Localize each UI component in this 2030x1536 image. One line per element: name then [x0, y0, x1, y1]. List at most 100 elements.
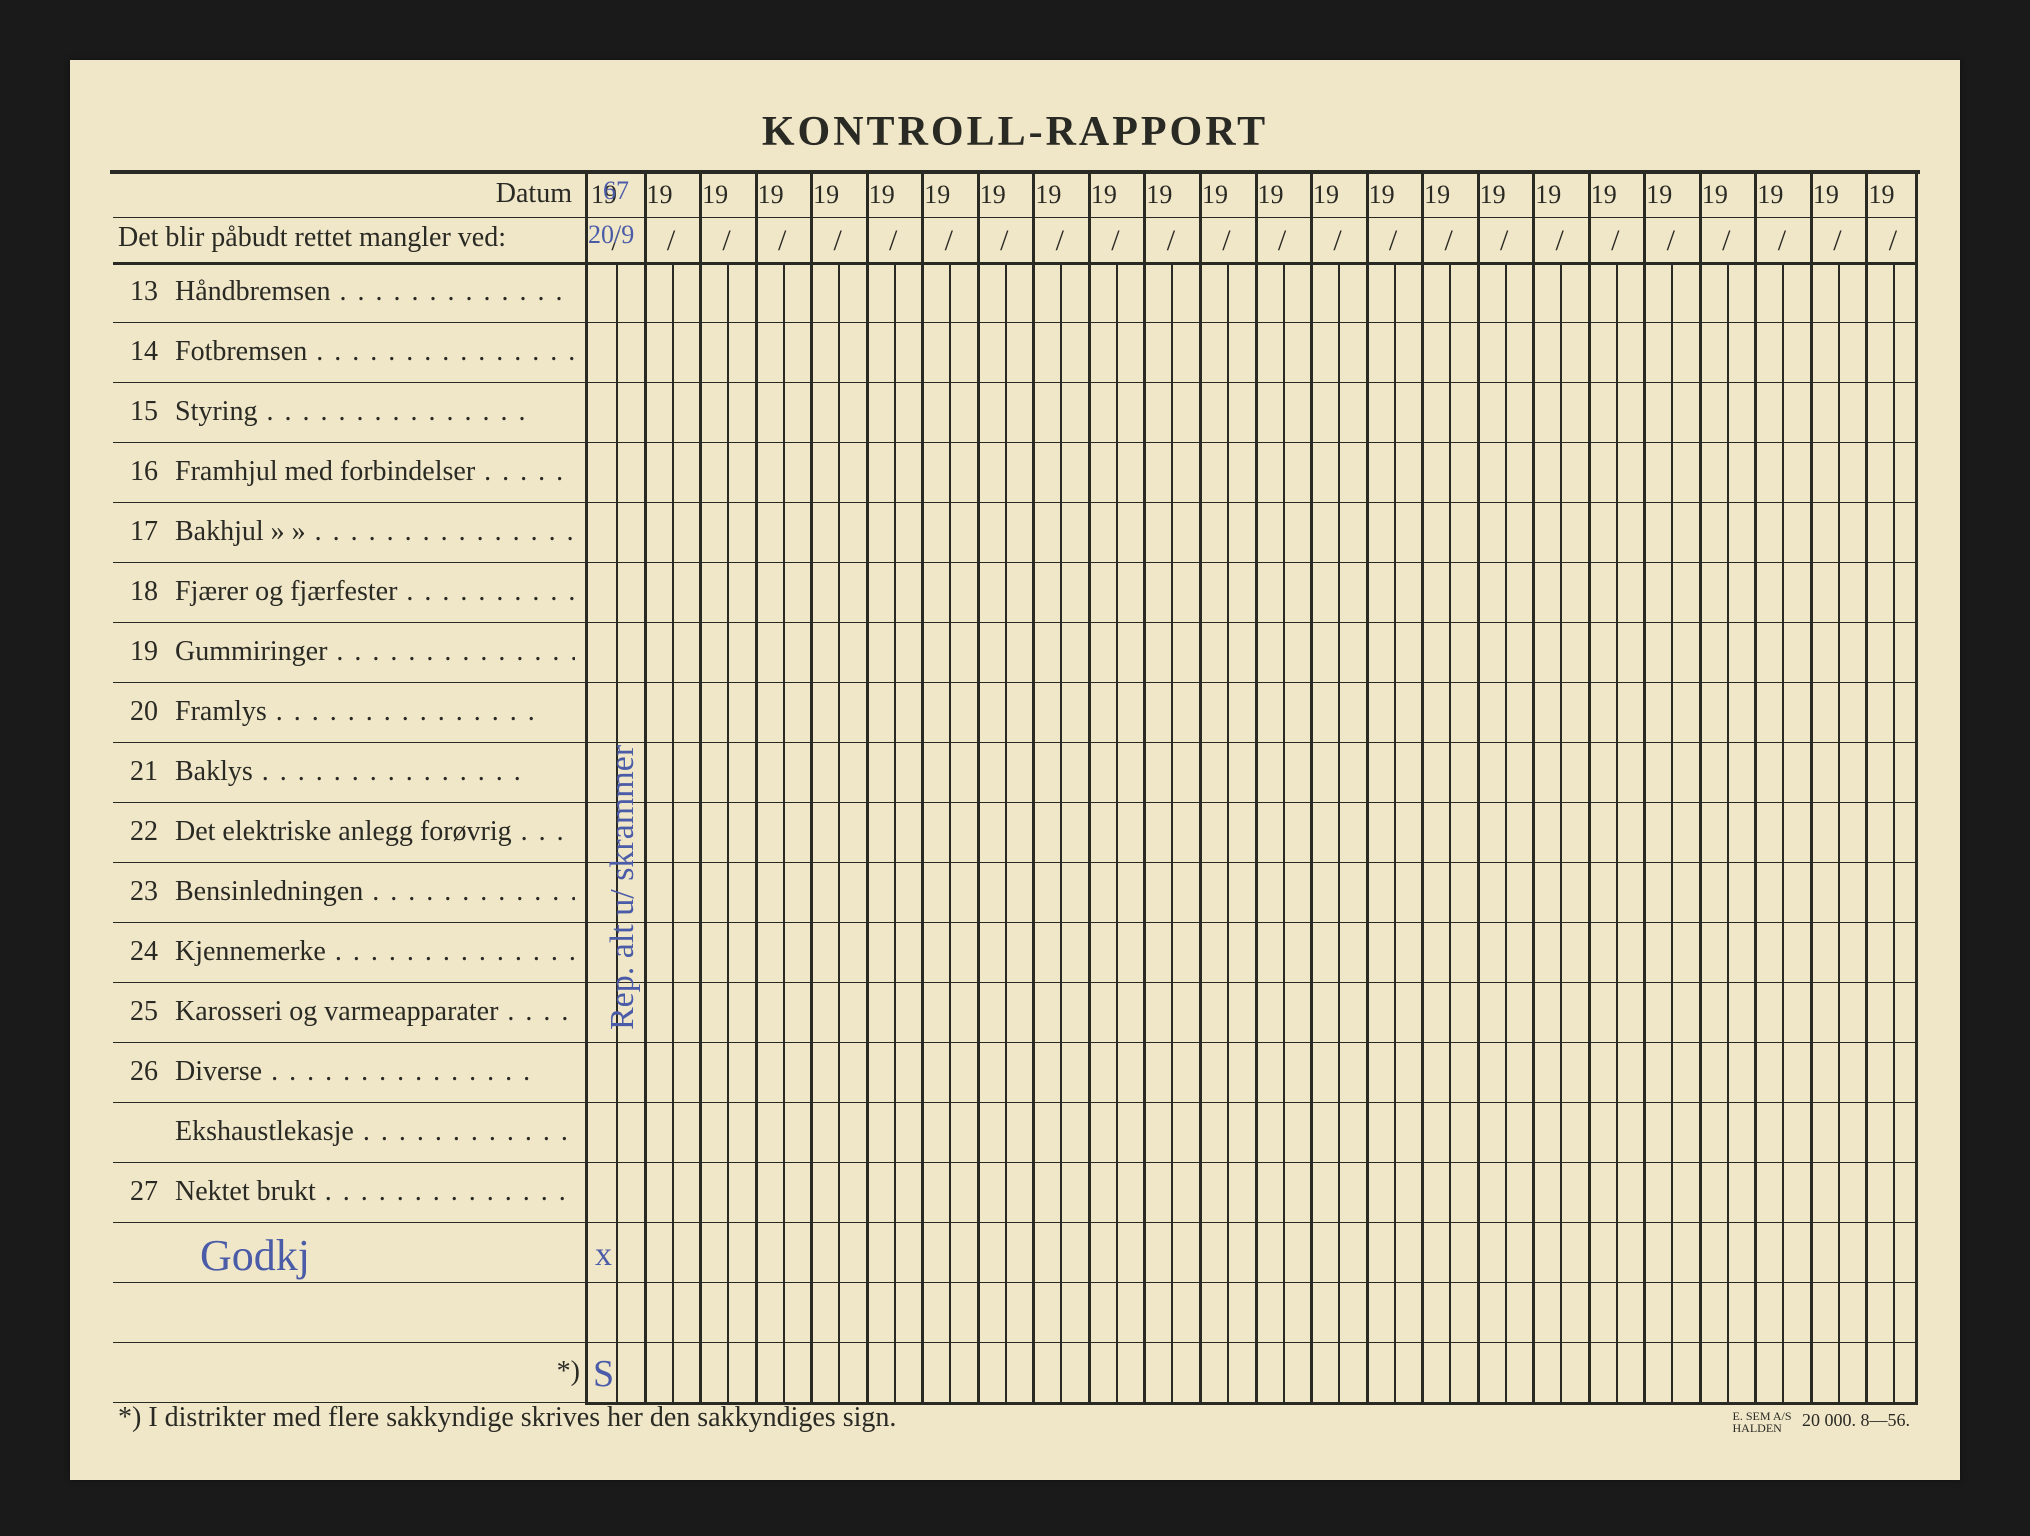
row-number: 20 [118, 696, 158, 728]
date-slash: / [755, 224, 810, 258]
grid-vline-minor [1616, 262, 1618, 1402]
year-prefix: 19 [1480, 180, 1507, 210]
year-prefix: 19 [1757, 180, 1784, 210]
grid-vline-minor [727, 262, 729, 1402]
grid-hline [113, 1342, 1915, 1343]
grid-hline [113, 982, 1915, 983]
row-label: Framhjul med forbindelser [175, 456, 575, 488]
date-slash: / [1865, 224, 1920, 258]
grid-vline-major [1366, 172, 1369, 1402]
row-label: Fotbremsen [175, 336, 575, 368]
date-slash: / [866, 224, 921, 258]
printer-rest: 20 000. 8—56. [1802, 1410, 1910, 1430]
grid-vline-major [1588, 172, 1591, 1402]
year-prefix: 19 [1313, 180, 1340, 210]
row-label: Håndbremsen [175, 276, 575, 308]
date-slash: / [1810, 224, 1865, 258]
year-prefix: 19 [980, 180, 1007, 210]
grid-hline [113, 742, 1915, 743]
grid-vline-minor [783, 262, 785, 1402]
row-label: Framlys [175, 696, 575, 728]
grid-hline [113, 802, 1915, 803]
grid-vline-minor [1671, 262, 1673, 1402]
page-scan: KONTROLL-RAPPORT Datum Det blir påbudt r… [0, 0, 2030, 1536]
handwritten-note: Rep. alt u/ skrammer [604, 745, 642, 1030]
grid-vline-major [1754, 172, 1757, 1402]
handwritten-sign: S [593, 1352, 614, 1396]
grid-vline-minor [1116, 262, 1118, 1402]
date-slash: / [1088, 224, 1143, 258]
row-number: 15 [118, 396, 158, 428]
date-slash: / [1143, 224, 1198, 258]
date-slash: / [1255, 224, 1310, 258]
grid-vline-minor [1449, 262, 1451, 1402]
grid-vline-major [1421, 172, 1424, 1402]
date-slash: / [1532, 224, 1587, 258]
year-prefix: 19 [1424, 180, 1451, 210]
grid-vline-major [1699, 172, 1702, 1402]
grid-hline [113, 1222, 1915, 1223]
year-prefix: 19 [647, 180, 674, 210]
grid-hline [113, 322, 1915, 323]
row-label: Bakhjul » » [175, 516, 575, 548]
row-label: Diverse [175, 1056, 575, 1088]
grid-vline-major [1032, 172, 1035, 1402]
grid-hline [113, 622, 1915, 623]
grid-hline [113, 1162, 1915, 1163]
grid-vline-major [977, 172, 980, 1402]
year-prefix: 19 [702, 180, 729, 210]
year-prefix: 19 [1091, 180, 1118, 210]
row-number: 23 [118, 876, 158, 908]
date-slash: / [1199, 224, 1254, 258]
row-number: 26 [118, 1056, 158, 1088]
printer-small: E. SEM A/S HALDEN [1732, 1410, 1791, 1434]
grid-vline-minor [1394, 262, 1396, 1402]
row-number: 17 [118, 516, 158, 548]
grid-vline-major [644, 172, 647, 1402]
row-label: Karosseri og varmeapparater [175, 996, 575, 1028]
year-prefix: 19 [1035, 180, 1062, 210]
mangler-label: Det blir påbudt rettet mangler ved: [118, 222, 580, 254]
row-label: Det elektriske anlegg forøvrig [175, 816, 575, 848]
grid-vline-minor [1782, 262, 1784, 1402]
grid-vline-minor [1893, 262, 1895, 1402]
grid-vline-minor [1005, 262, 1007, 1402]
date-slash: / [644, 224, 699, 258]
date-slash: / [699, 224, 754, 258]
printer-small-bot: HALDEN [1732, 1421, 1781, 1435]
grid-vline-minor [838, 262, 840, 1402]
grid-hline [113, 922, 1915, 923]
grid-vline-minor [1283, 262, 1285, 1402]
year-prefix: 19 [1258, 180, 1285, 210]
date-slash: / [1032, 224, 1087, 258]
grid-vline-minor [1838, 262, 1840, 1402]
footnote: *) I distrikter med flere sakkyndige skr… [118, 1402, 896, 1434]
date-slash: / [977, 224, 1032, 258]
grid-vline-minor [949, 262, 951, 1402]
row-label: Gummiringer [175, 636, 575, 668]
row-number: 18 [118, 576, 158, 608]
date-slash: / [810, 224, 865, 258]
grid-vline-minor [672, 262, 674, 1402]
year-prefix: 19 [1146, 180, 1173, 210]
year-prefix: 19 [1369, 180, 1396, 210]
inspection-grid: 19/19/19/19/19/19/19/19/19/19/19/19/19/1… [585, 172, 1918, 1405]
date-slash: / [1754, 224, 1809, 258]
year-prefix: 19 [1868, 180, 1895, 210]
year-prefix: 19 [1535, 180, 1562, 210]
row-number: 21 [118, 756, 158, 788]
year-prefix: 19 [924, 180, 951, 210]
row-number: 14 [118, 336, 158, 368]
row-label: Baklys [175, 756, 575, 788]
row-label: Kjennemerke [175, 936, 575, 968]
grid-vline-major [866, 172, 869, 1402]
printer-mark: E. SEM A/S HALDEN 20 000. 8—56. [1732, 1410, 1910, 1434]
row-number: 22 [118, 816, 158, 848]
date-slash: / [1588, 224, 1643, 258]
year-prefix: 19 [758, 180, 785, 210]
grid-hline [113, 682, 1915, 683]
date-slash: / [1310, 224, 1365, 258]
star-row-label: *) [540, 1356, 580, 1388]
grid-vline-minor [1560, 262, 1562, 1402]
handwritten-godkj: Godkj [200, 1230, 310, 1281]
